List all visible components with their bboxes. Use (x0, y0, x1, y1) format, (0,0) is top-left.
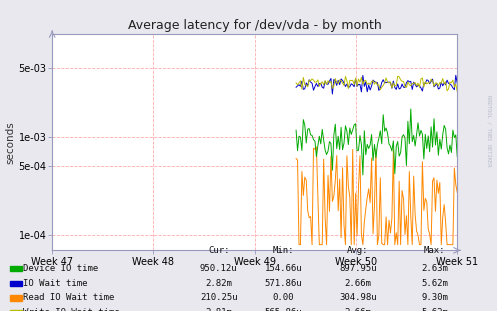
Text: 9.30m: 9.30m (421, 294, 448, 303)
Text: 2.66m: 2.66m (344, 309, 371, 311)
Title: Average latency for /dev/vda - by month: Average latency for /dev/vda - by month (128, 19, 382, 32)
Text: Device IO time: Device IO time (23, 264, 98, 273)
Text: 2.81m: 2.81m (205, 309, 232, 311)
Y-axis label: seconds: seconds (6, 121, 16, 164)
Text: 2.82m: 2.82m (205, 279, 232, 288)
Text: 5.62m: 5.62m (421, 279, 448, 288)
Text: Cur:: Cur: (208, 246, 230, 255)
Text: Max:: Max: (424, 246, 446, 255)
Text: 2.66m: 2.66m (344, 279, 371, 288)
Text: 571.86u: 571.86u (264, 279, 302, 288)
Text: Min:: Min: (272, 246, 294, 255)
Text: 5.62m: 5.62m (421, 309, 448, 311)
Text: 2.63m: 2.63m (421, 264, 448, 273)
Text: Read IO Wait time: Read IO Wait time (23, 294, 115, 303)
Text: 0.00: 0.00 (272, 294, 294, 303)
Text: 950.12u: 950.12u (200, 264, 238, 273)
Text: 304.98u: 304.98u (339, 294, 377, 303)
Text: RRDTOOL / TOBI OETIKER: RRDTOOL / TOBI OETIKER (486, 95, 491, 166)
Text: IO Wait time: IO Wait time (23, 279, 88, 288)
Text: 897.95u: 897.95u (339, 264, 377, 273)
Text: Write IO Wait time: Write IO Wait time (23, 309, 120, 311)
Text: 210.25u: 210.25u (200, 294, 238, 303)
Text: 565.86u: 565.86u (264, 309, 302, 311)
Text: Avg:: Avg: (347, 246, 369, 255)
Text: 154.66u: 154.66u (264, 264, 302, 273)
